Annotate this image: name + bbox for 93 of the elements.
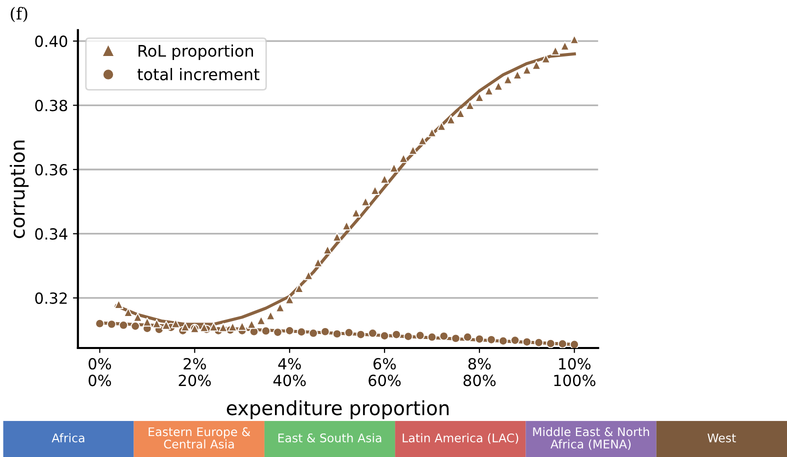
point — [456, 108, 466, 118]
point — [142, 317, 152, 327]
point — [498, 336, 508, 346]
point — [332, 232, 342, 242]
category-label: West — [708, 434, 736, 442]
point — [332, 329, 342, 339]
point — [344, 328, 354, 338]
x-tick-label: 8% — [468, 358, 491, 370]
point — [474, 334, 484, 344]
point — [370, 186, 380, 196]
x2-tick-label: 40% — [273, 374, 306, 386]
point — [550, 46, 560, 56]
x-axis-title: expenditure proportion — [226, 400, 449, 420]
point — [436, 122, 446, 131]
point — [130, 322, 140, 331]
legend-label: RoL proportion — [138, 44, 253, 60]
point — [237, 322, 247, 331]
point — [95, 318, 104, 328]
point — [342, 221, 352, 230]
point — [541, 54, 551, 64]
point — [532, 60, 542, 70]
category-label: Middle East & North Africa (MENA) — [533, 427, 650, 450]
point — [275, 302, 285, 312]
point — [284, 294, 294, 304]
point — [439, 331, 449, 341]
point — [351, 208, 361, 218]
point — [522, 337, 532, 347]
point — [228, 322, 238, 332]
point — [546, 338, 556, 348]
point — [356, 330, 366, 340]
point — [246, 320, 256, 329]
point — [570, 340, 580, 348]
x2-tick-label: 100% — [554, 374, 596, 386]
point — [462, 332, 472, 342]
point — [451, 334, 460, 344]
point — [261, 326, 271, 336]
point — [308, 328, 318, 338]
category-label: Latin America (LAC) — [402, 433, 518, 444]
point — [124, 308, 133, 318]
point — [558, 339, 568, 348]
y-tick-label: 0.38 — [35, 100, 68, 112]
point — [368, 328, 378, 338]
point — [510, 336, 520, 345]
point — [320, 326, 330, 336]
x2-tick-label: 0% — [88, 374, 112, 386]
point — [408, 146, 418, 155]
point — [484, 86, 494, 96]
point — [522, 65, 532, 75]
text: (f) — [10, 6, 28, 22]
point — [294, 284, 304, 293]
y-tick-label: 0.34 — [35, 228, 68, 240]
y-axis-title: corruption — [10, 140, 29, 238]
x-tick-label: 10% — [559, 358, 591, 370]
point — [180, 322, 190, 332]
x-tick-label: 6% — [373, 358, 396, 370]
x2-tick-label: 60% — [368, 374, 401, 386]
point — [256, 316, 266, 326]
point — [512, 70, 522, 80]
point — [534, 338, 544, 348]
point — [209, 322, 218, 332]
category-label: Eastern Europe & Central Asia — [148, 427, 250, 449]
point — [106, 320, 116, 329]
x2-tick-label: 80% — [464, 374, 496, 386]
point — [560, 41, 570, 51]
point — [273, 328, 282, 337]
point — [398, 154, 408, 163]
point — [392, 330, 402, 340]
point — [296, 327, 306, 337]
y-tick-label: 0.36 — [35, 164, 68, 176]
point — [427, 332, 437, 342]
point — [474, 92, 484, 102]
point — [380, 331, 390, 340]
x2-tick-label: 20% — [178, 374, 211, 386]
x-tick-label: 2% — [184, 358, 206, 370]
category-label: Africa — [52, 433, 84, 442]
point — [486, 335, 496, 344]
x-tick-label: 4% — [278, 358, 301, 370]
point — [118, 320, 128, 330]
y-tick-label: 0.40 — [35, 36, 68, 48]
legend-label: total increment — [137, 68, 260, 80]
category-label: East & South Asia — [278, 433, 382, 442]
y-tick-label: 0.32 — [35, 292, 67, 304]
x-tick-label: 0% — [88, 358, 112, 370]
point — [465, 100, 475, 110]
point — [404, 332, 413, 342]
point — [284, 326, 294, 336]
point — [322, 245, 332, 254]
point — [446, 115, 456, 124]
point — [200, 322, 209, 332]
point — [218, 322, 228, 332]
point — [415, 330, 425, 340]
point — [162, 320, 171, 330]
point — [152, 318, 162, 328]
